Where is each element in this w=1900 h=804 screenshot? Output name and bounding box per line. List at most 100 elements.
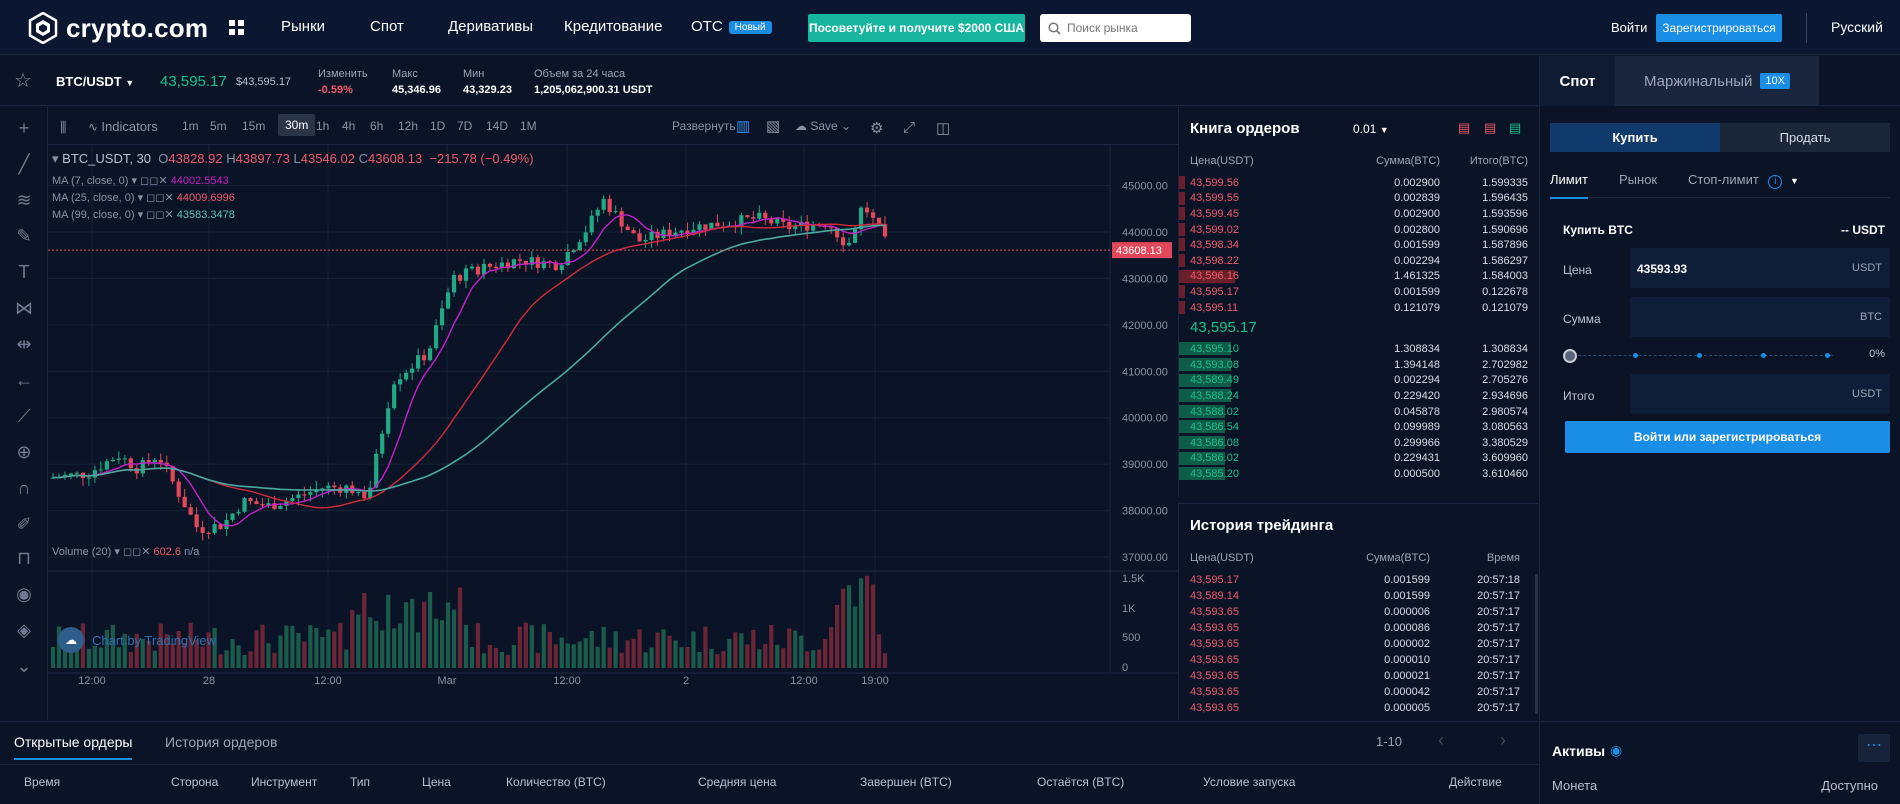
volume-bar[interactable]: [86, 648, 92, 668]
volume-bar[interactable]: [565, 643, 570, 668]
volume-bar[interactable]: [541, 624, 546, 668]
magnet-icon[interactable]: ∩: [17, 478, 31, 498]
candle-body[interactable]: [751, 217, 756, 219]
volume-bar[interactable]: [499, 651, 505, 668]
order-book-row[interactable]: 43,599.45 0.002900 1.593596: [1179, 206, 1539, 222]
volume-bar[interactable]: [116, 647, 121, 668]
candle-body[interactable]: [182, 496, 187, 508]
candle-body[interactable]: [176, 481, 181, 497]
volume-bar[interactable]: [134, 633, 139, 668]
volume-bar[interactable]: [164, 634, 169, 668]
candle-body[interactable]: [98, 469, 103, 471]
volume-bar[interactable]: [182, 643, 187, 668]
volume-bar[interactable]: [817, 649, 822, 668]
volume-bar[interactable]: [625, 640, 630, 668]
volume-bar[interactable]: [176, 631, 181, 668]
candle-body[interactable]: [427, 348, 433, 361]
candle-body[interactable]: [272, 503, 277, 510]
volume-bar[interactable]: [92, 645, 97, 668]
volume-bar[interactable]: [721, 651, 726, 668]
volume-bar[interactable]: [296, 632, 301, 668]
candle-body[interactable]: [864, 207, 870, 213]
book-both-icon[interactable]: ▤: [1458, 120, 1471, 135]
zoom-in-icon[interactable]: ⊕: [16, 442, 32, 462]
volume-bar[interactable]: [152, 650, 157, 668]
volume-bar[interactable]: [571, 644, 576, 668]
volume-bar[interactable]: [308, 625, 313, 668]
candle-body[interactable]: [787, 221, 792, 230]
volume-bar[interactable]: [427, 591, 433, 668]
volume-bar[interactable]: [852, 606, 858, 668]
volume-bar[interactable]: [188, 622, 193, 668]
expand-button[interactable]: Развернуть: [672, 119, 736, 133]
chevron-down-icon[interactable]: ⌄: [16, 656, 32, 676]
favorite-star-icon[interactable]: ☆: [14, 68, 32, 92]
volume-bar[interactable]: [505, 654, 511, 668]
trade-history-scrollbar[interactable]: [1535, 574, 1538, 714]
volume-bar[interactable]: [882, 653, 888, 668]
volume-bar[interactable]: [751, 629, 756, 668]
volume-bar[interactable]: [212, 628, 217, 668]
forecast-icon[interactable]: ⇹: [16, 334, 32, 354]
order-book-row[interactable]: 43,588.24 0.229420 2.934696: [1179, 388, 1539, 404]
volume-bar[interactable]: [529, 625, 534, 668]
candle-body[interactable]: [882, 224, 888, 237]
volume-bar[interactable]: [463, 624, 469, 668]
candle-body[interactable]: [224, 519, 229, 530]
candle-body[interactable]: [481, 263, 487, 275]
order-type-stoplimit[interactable]: Стоп-лимит i ▼: [1688, 172, 1799, 189]
nav-otc[interactable]: OTC Новый: [691, 18, 772, 35]
volume-bar[interactable]: [332, 631, 337, 668]
candle-body[interactable]: [769, 218, 774, 224]
volume-bar[interactable]: [517, 626, 522, 668]
volume-bar[interactable]: [110, 624, 115, 668]
volume-bar[interactable]: [703, 626, 708, 668]
candle-body[interactable]: [422, 355, 427, 361]
candle-body[interactable]: [745, 215, 750, 218]
candle-body[interactable]: [715, 222, 720, 227]
volume-bar[interactable]: [685, 646, 690, 668]
register-button[interactable]: Зарегистрироваться: [1656, 14, 1782, 42]
order-book-row[interactable]: 43,586.54 0.099989 3.080563: [1179, 419, 1539, 435]
candle-body[interactable]: [607, 198, 612, 213]
candle-body[interactable]: [505, 262, 511, 269]
candle-body[interactable]: [374, 453, 379, 488]
order-book-row[interactable]: 43,596.16 1.461325 1.584003: [1179, 269, 1539, 285]
volume-bar[interactable]: [278, 635, 283, 668]
interval-1m[interactable]: 1m: [182, 119, 199, 133]
volume-bar[interactable]: [487, 644, 493, 668]
text-tool-icon[interactable]: T: [18, 262, 30, 282]
volume-bar[interactable]: [410, 598, 415, 668]
volume-bar[interactable]: [727, 638, 732, 668]
volume-bar[interactable]: [691, 631, 696, 668]
candle-body[interactable]: [236, 511, 241, 514]
candle-body[interactable]: [835, 228, 840, 238]
camera-icon[interactable]: ◫: [936, 120, 951, 137]
candle-body[interactable]: [595, 209, 600, 216]
candle-body[interactable]: [571, 250, 576, 253]
candle-body[interactable]: [661, 229, 666, 239]
volume-bar[interactable]: [733, 632, 738, 668]
apps-grid-icon[interactable]: [229, 20, 244, 35]
layers-icon[interactable]: ◈: [17, 620, 31, 640]
order-book-row[interactable]: 43,586.02 0.229431 3.609960: [1179, 451, 1539, 467]
order-type-limit[interactable]: Лимит: [1550, 172, 1588, 199]
volume-bar[interactable]: [194, 639, 199, 668]
candle-body[interactable]: [278, 505, 283, 510]
volume-bar[interactable]: [80, 623, 86, 668]
volume-bar[interactable]: [619, 652, 624, 668]
candle-body[interactable]: [703, 224, 708, 230]
buy-tab[interactable]: Купить: [1550, 123, 1720, 152]
candle-body[interactable]: [667, 229, 672, 237]
volume-bar[interactable]: [272, 652, 277, 668]
volume-bar[interactable]: [577, 641, 582, 668]
order-book-row[interactable]: 43,589.49 0.002294 2.705276: [1179, 373, 1539, 389]
volume-bar[interactable]: [368, 617, 373, 668]
candle-body[interactable]: [86, 477, 92, 479]
candle-body[interactable]: [709, 222, 714, 230]
candle-body[interactable]: [763, 212, 768, 219]
candle-body[interactable]: [876, 217, 882, 225]
volume-bar[interactable]: [661, 629, 666, 668]
interval-5m[interactable]: 5m: [210, 119, 227, 133]
indicators-button[interactable]: ∿ Indicators: [88, 119, 158, 134]
